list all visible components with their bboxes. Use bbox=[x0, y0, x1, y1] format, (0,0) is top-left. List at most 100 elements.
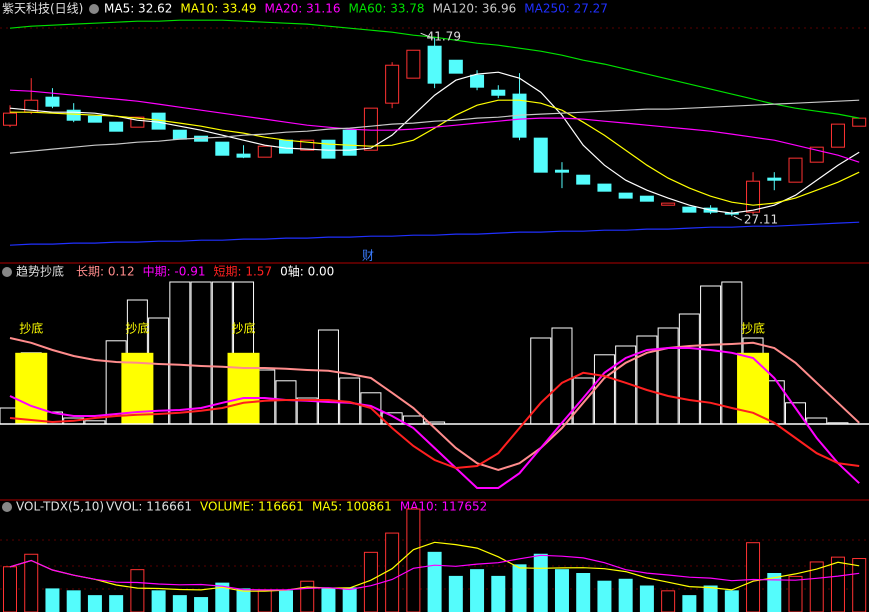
legend-entry: 长期: 0.12 bbox=[76, 265, 135, 279]
volume-bar bbox=[151, 590, 166, 612]
menu-icon[interactable] bbox=[89, 4, 99, 14]
volume-bar bbox=[342, 587, 357, 612]
volume-bar bbox=[24, 553, 39, 612]
series-line bbox=[9, 89, 860, 163]
candle-body bbox=[661, 202, 676, 206]
candle-body bbox=[3, 112, 17, 126]
indicator-bar bbox=[402, 415, 424, 425]
indicator-bar bbox=[572, 377, 594, 425]
indicator-bar bbox=[551, 327, 573, 425]
signal-bar bbox=[15, 352, 48, 424]
decorations bbox=[0, 4, 869, 590]
volume-bar bbox=[109, 595, 124, 612]
candle-body bbox=[278, 139, 293, 154]
legend-entry: MA250: 27.27 bbox=[524, 2, 608, 16]
volume-bar bbox=[809, 561, 824, 612]
volume-bar bbox=[618, 578, 633, 612]
candle-body bbox=[172, 129, 187, 140]
volume-bar bbox=[639, 585, 654, 612]
legend-entry: MA5: 32.62 bbox=[104, 2, 172, 16]
candle-body bbox=[66, 109, 81, 121]
indicator-bar bbox=[190, 281, 212, 425]
volume-bar bbox=[533, 553, 548, 612]
volume-bar bbox=[661, 590, 676, 612]
candle-body bbox=[618, 192, 633, 199]
high-label: 41.79 bbox=[427, 30, 461, 44]
low-pointer bbox=[733, 215, 743, 221]
series-line bbox=[9, 371, 860, 470]
series-line bbox=[9, 71, 860, 214]
volume-bar bbox=[172, 595, 187, 612]
legend-entry: MA20: 31.16 bbox=[264, 2, 340, 16]
volume-bar bbox=[830, 556, 845, 612]
volume-bar bbox=[554, 569, 569, 612]
volume-bar bbox=[703, 585, 718, 612]
legend-entry: 0轴: 0.00 bbox=[280, 264, 334, 279]
candle-body bbox=[427, 45, 442, 84]
candle-body bbox=[300, 139, 315, 151]
volume-bar bbox=[321, 588, 336, 612]
volume-bar bbox=[257, 590, 272, 612]
candle-body bbox=[45, 96, 60, 107]
signal-label: 抄底 bbox=[19, 320, 43, 335]
low-label: 27.11 bbox=[744, 213, 778, 227]
candle-body bbox=[597, 183, 612, 192]
volume-bar bbox=[448, 575, 463, 612]
volume-bar bbox=[87, 595, 102, 612]
indicator-bar bbox=[593, 354, 615, 425]
candle-body bbox=[342, 129, 357, 156]
legend-entry: MA60: 33.78 bbox=[349, 2, 425, 16]
indicator-bar bbox=[657, 327, 679, 425]
volume-bar bbox=[576, 573, 591, 612]
candle-body bbox=[215, 141, 230, 156]
volume-bar bbox=[852, 558, 867, 612]
candle-body bbox=[533, 137, 548, 173]
volume-bar bbox=[406, 508, 421, 612]
candle-body bbox=[682, 206, 697, 213]
candle-body bbox=[470, 74, 485, 88]
series-line bbox=[9, 541, 860, 592]
indicator-bar bbox=[169, 281, 191, 425]
candle-body bbox=[109, 121, 124, 132]
candle-body bbox=[491, 89, 506, 96]
legend-entry: 短期: 1.57 bbox=[214, 265, 273, 279]
candle-body bbox=[321, 139, 336, 159]
volume-bar bbox=[470, 569, 485, 612]
volume-bar bbox=[278, 590, 293, 612]
series-line bbox=[9, 19, 860, 119]
series-line bbox=[9, 347, 860, 489]
legend-entry: VVOL: 116661 bbox=[106, 500, 192, 514]
menu-icon[interactable] bbox=[2, 267, 12, 277]
signal-label: 抄底 bbox=[232, 320, 256, 335]
legend-entry: MA5: 100861 bbox=[312, 500, 392, 514]
volume-bar bbox=[597, 580, 612, 612]
candle-body bbox=[87, 115, 102, 123]
signal-bar bbox=[227, 352, 260, 424]
series-line bbox=[9, 554, 860, 591]
series-line bbox=[9, 99, 860, 154]
candle-body bbox=[767, 177, 782, 181]
series-line bbox=[10, 99, 860, 206]
candle-body bbox=[257, 145, 272, 158]
series-line bbox=[9, 337, 860, 472]
volume-bar bbox=[215, 582, 230, 612]
volume-bar bbox=[427, 551, 442, 612]
signal-label: 抄底 bbox=[741, 320, 765, 335]
finance-marker[interactable]: 财 bbox=[362, 249, 374, 263]
legend-entry: 中期: -0.91 bbox=[143, 264, 206, 279]
candle-body bbox=[406, 49, 421, 79]
candle-body bbox=[130, 116, 145, 128]
candle-body bbox=[788, 157, 803, 183]
volume-bar bbox=[300, 580, 315, 612]
volume-bar bbox=[3, 566, 17, 612]
menu-icon[interactable] bbox=[2, 502, 12, 512]
legend-entry: MA10: 117652 bbox=[400, 500, 488, 514]
candle-body bbox=[385, 64, 400, 104]
volume-bar bbox=[130, 569, 145, 612]
candle-body bbox=[830, 123, 845, 148]
volume-bar bbox=[788, 575, 803, 612]
candle-body bbox=[554, 169, 569, 173]
candle-body bbox=[639, 195, 654, 202]
volume-bar bbox=[746, 542, 761, 612]
